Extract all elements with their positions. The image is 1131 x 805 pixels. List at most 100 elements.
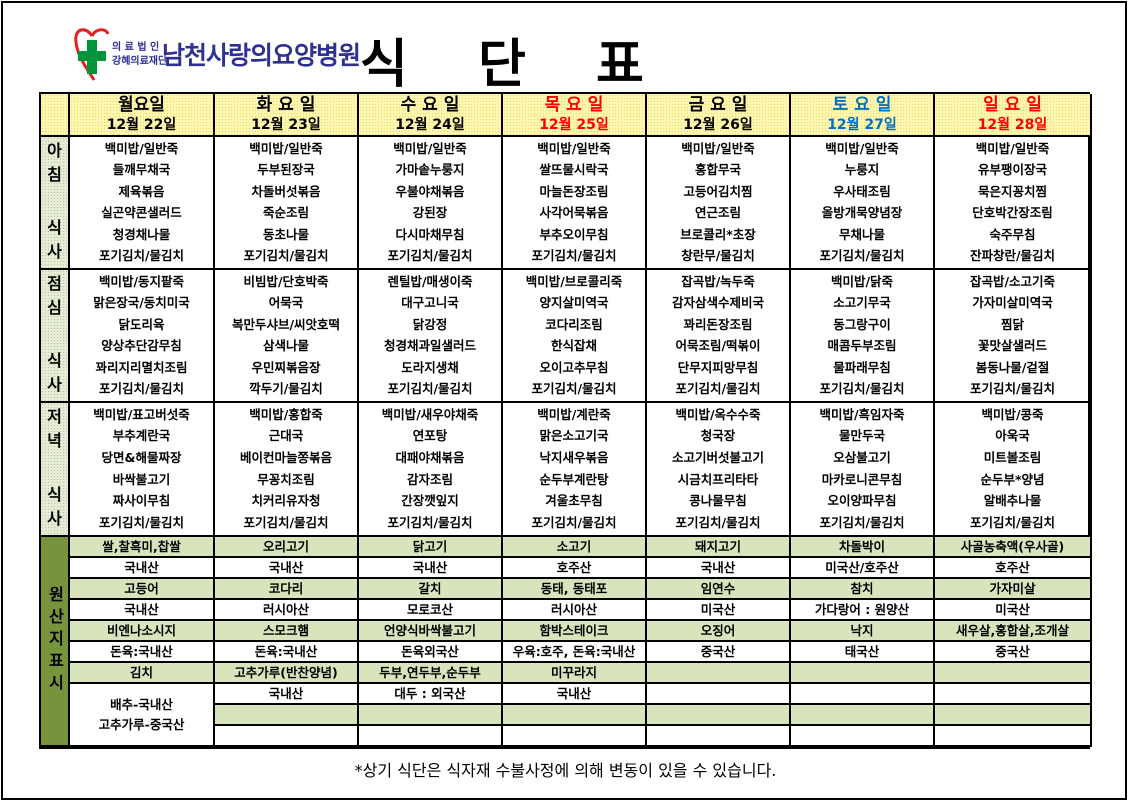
menu-item: 바싹불고기 (112, 471, 171, 487)
origin-value: 미국산 (647, 600, 791, 621)
origin-item (791, 663, 935, 684)
day-header: 금 요 일 12월 26일 (647, 94, 791, 137)
origin-value: 태국산 (791, 642, 935, 663)
menu-item: 포기김치/물김치 (98, 248, 185, 264)
heart-cross-icon (74, 28, 110, 81)
menu-item: 백미밥/일반죽 (249, 140, 323, 156)
menu-item: 백미밥/일반죽 (681, 140, 755, 156)
menu-item: 브로콜리*초장 (680, 226, 756, 242)
origin-value (935, 684, 1092, 705)
menu-item: 백미밥/표고버섯죽 (93, 406, 190, 422)
menu-item: 백미밥/옥수수죽 (675, 406, 761, 422)
menu-item: 포기김치/물김치 (243, 248, 329, 264)
day-header: 월요일 12월 22일 (70, 94, 215, 137)
menu-item: 동초나물 (262, 226, 309, 242)
menu-item: 유부팽이장국 (977, 162, 1047, 178)
menu-item: 잔파창란/물김치 (969, 248, 1056, 264)
menu-item: 감자조림 (406, 471, 453, 487)
menu-item: 어묵국 (268, 295, 304, 311)
origin-value: 국내산 (503, 684, 647, 705)
menu-item: 코다리조림 (545, 316, 603, 332)
origin-item: 오징어 (647, 621, 791, 642)
menu-item: 포기김치/물김치 (819, 515, 905, 531)
origin-item (215, 705, 359, 726)
menu-item: 청경채과일샐러드 (383, 338, 476, 354)
menu-item: 포기김치/물김치 (819, 381, 905, 397)
menu-item: 포기김치/물김치 (387, 515, 473, 531)
menu-item: 가자미살미역국 (972, 295, 1053, 311)
meal-cell: 백미밥/동지팥죽 맑은장국/동치미국 닭도리육 양상추단감무침 꽈리지리멸치조림 포기김치… (70, 270, 215, 403)
menu-item: 부추오이무침 (539, 226, 609, 242)
menu-item: 닭도리육 (118, 316, 165, 332)
meal-cell: 백미밥/홍합죽 근대국 베이컨마늘쫑볶음 무꽁치조림 치커리유자청 포기김치/물김치 (215, 403, 359, 537)
menu-item: 낙지새우볶음 (539, 450, 609, 466)
menu-item: 연포탕 (412, 428, 448, 444)
origin-item: 가자미살 (935, 579, 1092, 600)
menu-item: 당면&해물짜장 (101, 450, 182, 466)
day-header: 일 요 일 12월 28일 (935, 94, 1092, 137)
menu-item: 잡곡밥/녹두죽 (681, 273, 755, 289)
menu-item: 백미밥/동지팥죽 (98, 273, 185, 289)
menu-item: 연근조림 (694, 205, 741, 221)
origin-value: 돈육:국내산 (70, 642, 215, 663)
day-date: 12월 26일 (683, 117, 753, 133)
meal-label-bottom: 식 사 (47, 218, 62, 261)
origin-item: 비엔나소시지 (70, 621, 215, 642)
origin-value: 국내산 (70, 600, 215, 621)
origin-item: 돼지고기 (647, 537, 791, 558)
meal-cell: 비빔밥/단호박죽 어묵국 복만두샤브/씨앗호떡 삼색나물 우민찌볶음장 깍두기/물김치 (215, 270, 359, 403)
meal-cell: 백미밥/옥수수죽 청국장 소고기버섯불고기 시금치프리타타 콩나물무침 포기김치/물김치 (647, 403, 791, 537)
meal-cell: 백미밥/일반죽 쌀뜨물시락국 마늘돈장조림 사각어묵볶음 부추오이무침 포기김치/물김치 (503, 137, 647, 270)
menu-item: 한식잡채 (550, 338, 597, 354)
origin-item (359, 705, 503, 726)
menu-item: 맑은장국/동치미국 (93, 295, 190, 311)
meal-cell: 잡곡밥/소고기죽 가자미살미역국 찜닭 꽃맛살샐러드 봄동나물/겉절 포기김치/물김치 (935, 270, 1092, 403)
meal-cell: 렌틸밥/매생이죽 대구고니국 닭강정 청경채과일샐러드 도라지생채 포기김치/물김치 (359, 270, 503, 403)
menu-item: 치커리유자청 (251, 493, 321, 509)
logo-hospital-name: 남천사랑의요양병원 (162, 41, 361, 70)
origin-item (647, 705, 791, 726)
menu-item: 물파래무침 (833, 359, 891, 375)
menu-item: 마카로니콘무침 (821, 471, 903, 487)
menu-item: 죽순조림 (262, 205, 309, 221)
menu-item: 어묵조림/떡볶이 (675, 338, 761, 354)
menu-item: 올방개묵양념장 (821, 205, 903, 221)
origin-item: 스모크햄 (215, 621, 359, 642)
day-header: 수 요 일 12월 24일 (359, 94, 503, 137)
menu-item: 포기김치/물김치 (675, 381, 761, 397)
menu-item: 백미밥/일반죽 (393, 140, 467, 156)
menu-item: 아욱국 (995, 428, 1030, 444)
menu-item: 백미밥/일반죽 (537, 140, 611, 156)
menu-item: 실곤약콘샐러드 (101, 205, 182, 221)
origin-item: 참치 (791, 579, 935, 600)
origin-item: 오리고기 (215, 537, 359, 558)
menu-item: 매콤두부조림 (827, 338, 897, 354)
day-header: 화 요 일 12월 23일 (215, 94, 359, 137)
menu-item: 물만두국 (838, 428, 885, 444)
menu-item: 찜닭 (1000, 316, 1024, 332)
menu-item: 포기김치/물김치 (969, 381, 1056, 397)
menu-item: 동그랑구이 (833, 316, 891, 332)
origin-value: 러시아산 (503, 600, 647, 621)
meal-cell: 백미밥/브로콜리죽 양지살미역국 코다리조림 한식잡채 오이고추무침 포기김치/물김치 (503, 270, 647, 403)
origin-value (359, 726, 503, 747)
origin-value: 돈육외국산 (359, 642, 503, 663)
page-title-char-1: 식 (360, 35, 408, 95)
day-date: 12월 27일 (827, 117, 897, 133)
menu-item: 부추계란국 (112, 428, 171, 444)
origin-item: 함박스테이크 (503, 621, 647, 642)
origin-label: 원산지표시 (41, 537, 70, 747)
menu-item: 고등어김치찜 (683, 183, 753, 199)
menu-item: 강된장 (412, 205, 448, 221)
meal-label-top: 아 침 (47, 141, 62, 184)
origin-item (935, 705, 1092, 726)
menu-item: 쌀뜨물시락국 (539, 162, 609, 178)
day-name: 목 요 일 (544, 95, 604, 115)
origin-value: 중국산 (647, 642, 791, 663)
origin-value: 국내산 (359, 558, 503, 579)
day-name: 화 요 일 (256, 95, 316, 115)
origin-value: 가다랑어 : 원양산 (791, 600, 935, 621)
menu-item: 백미밥/일반죽 (825, 140, 899, 156)
